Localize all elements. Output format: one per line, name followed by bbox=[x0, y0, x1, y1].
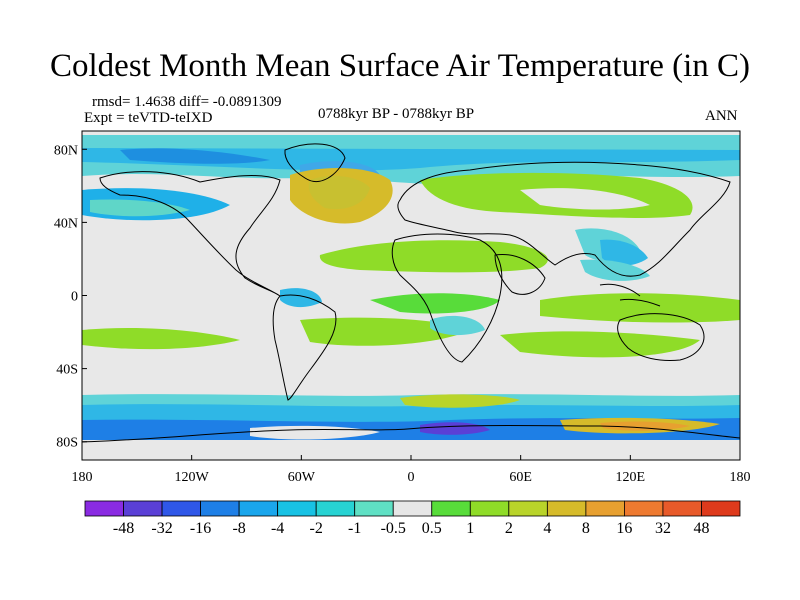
experiment-text: Expt = teVTD-teIXD bbox=[84, 110, 213, 126]
colorbar-swatch bbox=[354, 500, 394, 517]
lat-tick-label: 40N bbox=[54, 216, 78, 231]
colorbar-label: 32 bbox=[655, 520, 671, 537]
colorbar-label: 1 bbox=[466, 520, 474, 537]
colorbar-label: -32 bbox=[151, 520, 172, 537]
lon-tick-label: 120E bbox=[616, 470, 646, 485]
colorbar-label: 4 bbox=[543, 520, 551, 537]
colorbar-swatch bbox=[624, 500, 664, 517]
colorbar-swatch bbox=[277, 500, 317, 517]
colorbar-swatch bbox=[546, 500, 587, 517]
lat-tick-label: 40S bbox=[56, 363, 78, 378]
colorbar-label: -4 bbox=[271, 520, 284, 537]
colorbar-swatch bbox=[161, 500, 201, 517]
colorbar-swatch bbox=[469, 500, 510, 517]
lon-tick-label: 60E bbox=[509, 470, 532, 485]
colorbar-label: 8 bbox=[582, 520, 590, 537]
temperature-field bbox=[82, 131, 740, 460]
colorbar-label: 2 bbox=[505, 520, 513, 537]
colorbar-label: 0.5 bbox=[422, 520, 442, 537]
lon-tick-label: 0 bbox=[408, 470, 415, 485]
rmsd-diff-text: rmsd= 1.4638 diff= -0.0891309 bbox=[92, 94, 282, 110]
lon-tick-label: 120W bbox=[175, 470, 210, 485]
colorbar-swatch bbox=[701, 500, 741, 517]
longitude-axis: 180 120W 60W 0 60E 120E 180 bbox=[72, 455, 751, 485]
period-text: 0788kyr BP - 0788kyr BP bbox=[318, 106, 475, 122]
colorbar-swatch bbox=[123, 500, 163, 517]
coastlines bbox=[82, 143, 740, 443]
colorbar-label: 16 bbox=[616, 520, 632, 537]
colorbar-swatch bbox=[315, 500, 356, 517]
lon-tick-label: 180 bbox=[72, 470, 93, 485]
colorbar-label: -16 bbox=[190, 520, 211, 537]
colorbar-swatch bbox=[392, 500, 433, 517]
colorbar: -48 -32 -16 -8 -4 -2 -1 -0.5 0.5 1 2 4 8 16 32 48 bbox=[84, 500, 741, 537]
colorbar-label: -1 bbox=[348, 520, 361, 537]
lat-tick-label: 80N bbox=[54, 143, 78, 158]
colorbar-label: -2 bbox=[310, 520, 323, 537]
colorbar-swatch bbox=[84, 500, 124, 517]
colorbar-swatch bbox=[585, 500, 625, 517]
colorbar-label: 48 bbox=[693, 520, 709, 537]
colorbar-swatch bbox=[200, 500, 240, 517]
colorbar-label: -0.5 bbox=[381, 520, 406, 537]
map-title: Coldest Month Mean Surface Air Temperatu… bbox=[50, 48, 750, 84]
colorbar-label: -48 bbox=[113, 520, 134, 537]
lat-tick-label: 0 bbox=[71, 290, 78, 305]
lon-tick-label: 60W bbox=[288, 470, 316, 485]
lon-tick-label: 180 bbox=[730, 470, 751, 485]
latitude-axis: 80N 40N 0 40S 80S bbox=[54, 143, 87, 451]
colorbar-swatch bbox=[238, 500, 279, 517]
colorbar-swatch bbox=[508, 500, 548, 517]
season-text: ANN bbox=[705, 108, 738, 124]
colorbar-swatch bbox=[431, 500, 471, 517]
colorbar-swatch bbox=[662, 500, 702, 517]
colorbar-label: -8 bbox=[232, 520, 245, 537]
lat-tick-label: 80S bbox=[56, 436, 78, 451]
